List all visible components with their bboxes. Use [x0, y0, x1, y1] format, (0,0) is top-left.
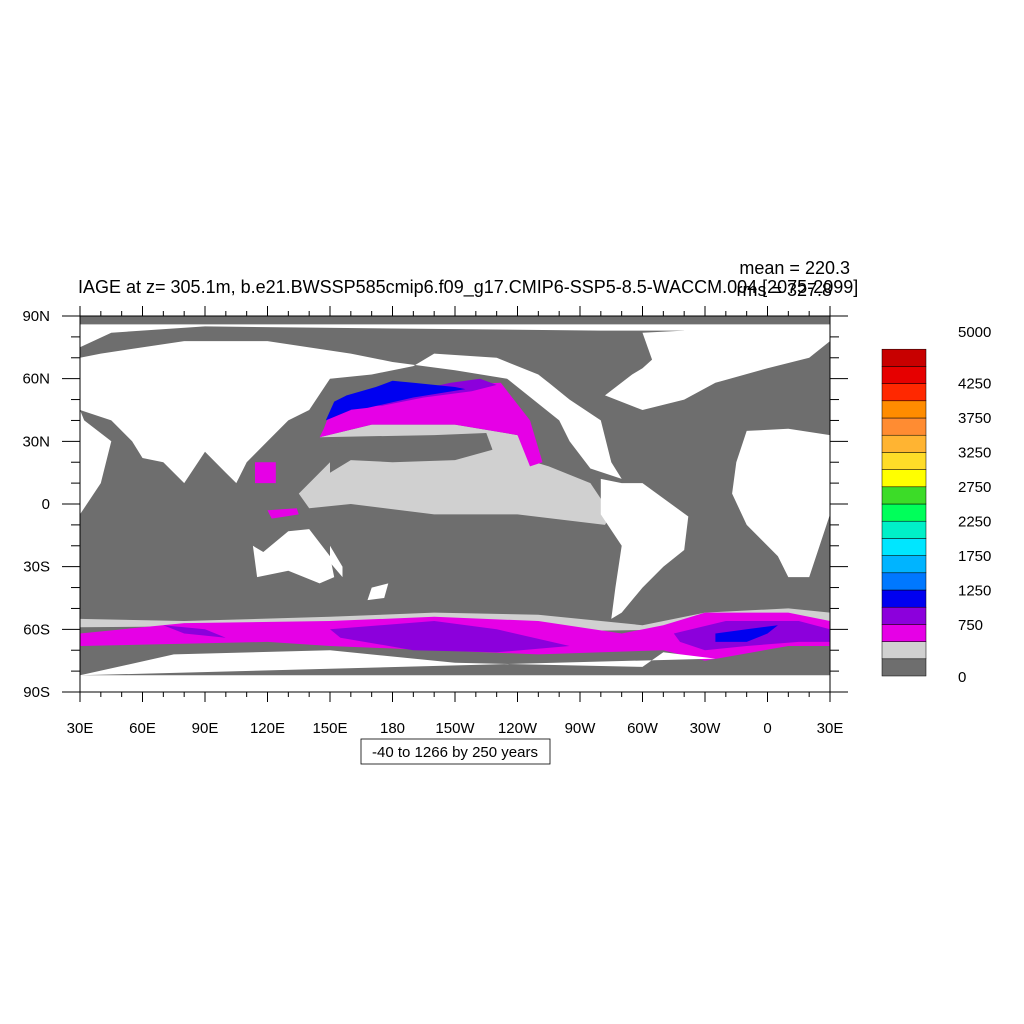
- colorbar: 0 750 1250 1750 2250 2750 3250 3750 4250 5000: [881, 324, 991, 686]
- colorbar-box: [881, 469, 927, 488]
- colorbar-box: [881, 383, 927, 402]
- colorbar-box: [881, 624, 927, 642]
- colorbar-box: [881, 641, 927, 660]
- land-masks: [80, 324, 830, 692]
- x-tick-label: 0: [763, 720, 771, 737]
- land-mass: [132, 357, 185, 390]
- x-tick-label: 30E: [817, 720, 844, 737]
- rms-label: rms = 327.8: [736, 280, 832, 300]
- colorbar-box: [881, 417, 927, 436]
- x-axis: 30E 60E 90E 120E 150E 180 150W 120W 90W 60W 30W 0 30…: [67, 306, 844, 737]
- colorbar-box: [881, 366, 927, 384]
- colorbar-box: [881, 589, 927, 608]
- age-region: [163, 625, 226, 638]
- colorbar-label: 1250: [958, 583, 991, 600]
- x-tick-label: 30W: [690, 720, 722, 737]
- age-region: [267, 508, 299, 519]
- colorbar-label: 2750: [958, 479, 991, 496]
- colorbar-box: [881, 520, 927, 539]
- colorbar-box: [881, 400, 927, 419]
- y-axis: 90N 60N 30N 0 30S 60S 90S: [22, 308, 848, 701]
- x-tick-label: 120W: [498, 720, 538, 737]
- land-mass: [80, 650, 830, 692]
- land-mass: [80, 324, 830, 410]
- colorbar-label: 4250: [958, 376, 991, 393]
- colorbar-box: [881, 348, 927, 367]
- land-mass: [252, 529, 335, 584]
- land-mass: [600, 478, 689, 619]
- y-tick-label: 0: [42, 496, 50, 513]
- land-mass: [80, 410, 112, 515]
- x-tick-label: 90W: [565, 720, 597, 737]
- contour-info-text: -40 to 1266 by 250 years: [372, 744, 538, 761]
- y-tick-label: 90N: [22, 308, 50, 325]
- colorbar-box: [881, 452, 927, 470]
- x-tick-label: 30E: [67, 720, 94, 737]
- chart-title: IAGE at z= 305.1m, b.e21.BWSSP585cmip6.f…: [78, 277, 858, 298]
- age-region: [255, 462, 276, 484]
- x-tick-label: 60W: [627, 720, 659, 737]
- age-regions: [80, 378, 830, 661]
- age-region: [330, 433, 493, 473]
- age-region: [330, 621, 570, 653]
- x-tick-label: 60E: [129, 720, 156, 737]
- land-mass: [367, 583, 389, 601]
- map-area: [79, 315, 831, 693]
- colorbar-label: 2250: [958, 514, 991, 531]
- colorbar-label: 3250: [958, 445, 991, 462]
- colorbar-label: 750: [958, 617, 983, 634]
- x-tick-label: 150W: [435, 720, 475, 737]
- x-tick-label: 120E: [250, 720, 285, 737]
- y-tick-label: 30N: [22, 433, 50, 450]
- colorbar-box: [881, 555, 927, 574]
- y-tick-label: 60N: [22, 371, 50, 388]
- colorbar-box: [881, 538, 927, 556]
- colorbar-box: [881, 572, 927, 591]
- y-tick-label: 60S: [23, 621, 50, 638]
- colorbar-box: [881, 503, 927, 522]
- colorbar-box: [881, 434, 927, 453]
- mean-label: mean = 220.3: [739, 258, 850, 278]
- age-region: [319, 424, 539, 471]
- colorbar-box: [881, 606, 927, 625]
- colorbar-label: 0: [958, 669, 966, 686]
- contour-info-box: -40 to 1266 by 250 years: [360, 738, 551, 765]
- y-tick-label: 30S: [23, 559, 50, 576]
- x-tick-label: 150E: [312, 720, 347, 737]
- land-mass: [330, 545, 343, 578]
- colorbar-box: [881, 658, 927, 677]
- colorbar-label: 1750: [958, 548, 991, 565]
- age-region: [330, 380, 466, 413]
- colorbar-label: 5000: [958, 324, 991, 341]
- age-region: [325, 395, 351, 421]
- colorbar-box: [881, 486, 927, 505]
- land-mass: [732, 428, 830, 578]
- colorbar-label: 3750: [958, 410, 991, 427]
- land-mass: [80, 341, 622, 484]
- y-tick-label: 90S: [23, 684, 50, 701]
- land-mass: [705, 364, 730, 379]
- land-mass: [642, 330, 726, 375]
- age-region: [715, 625, 778, 642]
- x-tick-label: 90E: [192, 720, 219, 737]
- x-tick-label: 180: [380, 720, 405, 737]
